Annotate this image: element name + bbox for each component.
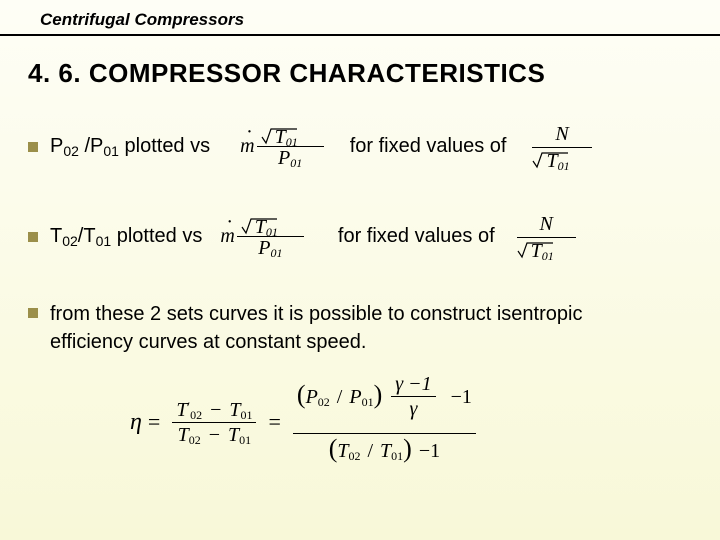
sl2: /	[367, 440, 373, 462]
t1sub: 02	[190, 408, 202, 422]
t4: T	[228, 424, 239, 446]
mdot-sym: m	[240, 135, 254, 158]
nfrac-den: T01	[532, 148, 591, 169]
dt2: T	[380, 440, 391, 462]
cl: )	[374, 380, 383, 409]
eta-sym: η	[130, 409, 142, 436]
section-number: 4. 6.	[28, 58, 81, 88]
section-heading: COMPRESSOR CHARACTERISTICS	[89, 58, 545, 88]
t2sub: 01	[240, 408, 252, 422]
mdot-num-sub: 01	[266, 225, 278, 239]
b2-suffix: plotted vs	[111, 225, 202, 247]
b2-mid: /T	[78, 225, 96, 247]
bullet-3: from these 2 sets curves it is possible …	[28, 300, 668, 356]
mdot-den: P01	[237, 237, 304, 258]
mdot-sym: m	[220, 225, 234, 248]
dt2s: 01	[391, 449, 403, 463]
nfrac-num: N	[517, 214, 576, 238]
eta-rhs-frac: (P02 / P01) γ −1 γ −1 (T02 / T01) −1	[293, 380, 476, 464]
minus: −	[210, 399, 221, 421]
p2: P	[349, 386, 361, 408]
mdot-formula-2: m T01 P01	[220, 215, 310, 258]
p1s: 02	[318, 395, 330, 409]
b2-lhs: T02/T01 plotted vs	[50, 225, 202, 248]
p1: P	[306, 386, 318, 408]
b1-lhs: P02 /P01 plotted vs	[50, 135, 210, 158]
expd: γ	[391, 397, 435, 421]
m2: −1	[419, 440, 440, 462]
n-frac-2: N T01	[517, 214, 576, 259]
eta-eq2: =	[268, 409, 280, 435]
nfrac-den-sym: T	[546, 150, 557, 172]
eta-eq1: =	[148, 409, 160, 435]
b2-rhs: for fixed values of	[338, 225, 495, 248]
m1: −1	[451, 386, 472, 408]
mdot-den-sub: 01	[270, 246, 282, 260]
eta-equation: η = T′02 − T01 T02 − T01 = (P02 / P01) γ…	[130, 380, 482, 464]
mdot-num-sub: 01	[286, 135, 298, 149]
bullet-1: P02 /P01 plotted vs m T01 P01 for fixed …	[28, 124, 598, 169]
minus2: −	[209, 424, 220, 446]
b1-suffix: plotted vs	[119, 135, 210, 157]
t4sub: 01	[239, 433, 251, 447]
t1: T	[176, 399, 187, 421]
mdot-num-sym: T	[255, 216, 266, 238]
p2s: 01	[362, 395, 374, 409]
eta-lhs-den: T02 − T01	[172, 423, 256, 447]
dt1: T	[337, 440, 348, 462]
t3sub: 02	[189, 433, 201, 447]
eta-lhs-frac: T′02 − T01 T02 − T01	[172, 398, 256, 447]
eta-rhs-den: (T02 / T01) −1	[293, 434, 476, 464]
bullet-icon	[28, 232, 38, 242]
b1-mid: /P	[79, 135, 103, 157]
exp-frac: γ −1 γ	[385, 372, 441, 421]
b1-rhs: for fixed values of	[350, 135, 507, 158]
eta-rhs-num: (P02 / P01) γ −1 γ −1	[293, 380, 476, 434]
mdot-frac: T01 P01	[257, 125, 324, 168]
mdot-num: T01	[237, 215, 304, 237]
mdot-den-sym: P	[278, 147, 290, 169]
b2-p1: T	[50, 225, 62, 247]
dt1s: 02	[348, 449, 360, 463]
mdot-num-sym: T	[275, 126, 286, 148]
header-title: Centrifugal Compressors	[40, 10, 244, 30]
mdot-formula-1: m T01 P01	[240, 125, 330, 168]
cl2: )	[403, 434, 412, 463]
nfrac-den: T01	[517, 238, 576, 259]
eta-lhs-num: T′02 − T01	[172, 398, 256, 423]
bullet-2: T02/T01 plotted vs m T01 P01 for fixed v…	[28, 214, 582, 259]
mdot-den-sub: 01	[290, 156, 302, 170]
b3-text: from these 2 sets curves it is possible …	[50, 300, 668, 356]
nfrac-den-sub: 01	[558, 159, 570, 173]
b1-p1: P	[50, 135, 63, 157]
b1-sub2: 01	[103, 143, 119, 159]
t2: T	[229, 399, 240, 421]
b2-sub1: 02	[62, 233, 78, 249]
nfrac-den-sub: 01	[542, 249, 554, 263]
nfrac-num: N	[532, 124, 591, 148]
header-rule: Centrifugal Compressors	[0, 6, 720, 36]
b2-sub2: 01	[96, 233, 112, 249]
bullet-icon	[28, 308, 38, 318]
mdot-den-sym: P	[258, 237, 270, 259]
t3: T	[178, 424, 189, 446]
section-title: 4. 6. COMPRESSOR CHARACTERISTICS	[28, 58, 545, 89]
mdot-frac: T01 P01	[237, 215, 304, 258]
b1-sub1: 02	[63, 143, 79, 159]
bullet-icon	[28, 142, 38, 152]
n-frac-1: N T01	[532, 124, 591, 169]
mdot-den: P01	[257, 147, 324, 168]
mdot-num: T01	[257, 125, 324, 147]
sl: /	[337, 386, 343, 408]
op: (	[297, 380, 306, 409]
nfrac-den-sym: T	[531, 240, 542, 262]
expn: γ −1	[391, 372, 435, 397]
